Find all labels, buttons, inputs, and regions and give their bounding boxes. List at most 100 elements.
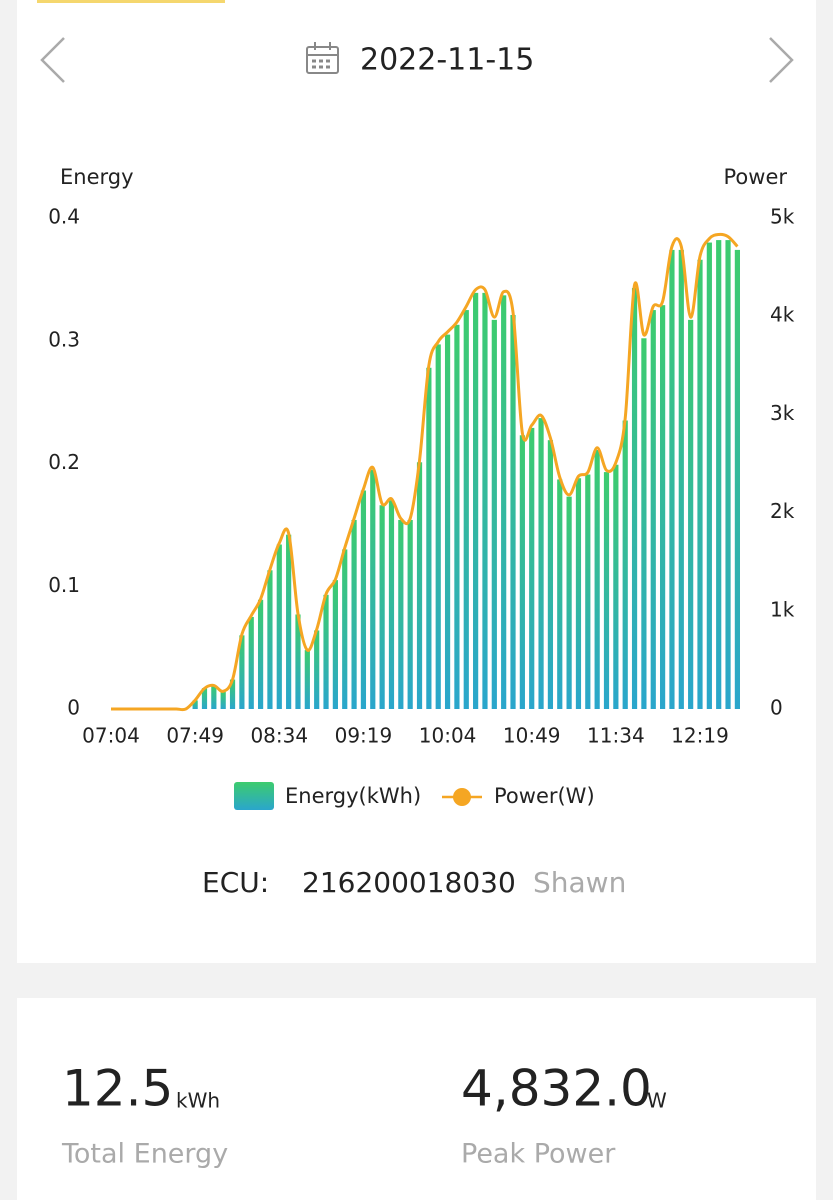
legend-swatch-dot <box>453 788 471 806</box>
bar <box>323 594 329 709</box>
bar <box>734 249 740 710</box>
bar <box>557 479 563 709</box>
bar <box>276 544 282 709</box>
bar <box>566 496 572 709</box>
bar <box>342 549 348 709</box>
bar <box>379 505 385 709</box>
bar <box>267 570 273 709</box>
bar <box>697 259 703 709</box>
bar <box>295 614 301 709</box>
y2-tick-label: 4k <box>770 303 795 327</box>
x-tick-label: 10:49 <box>503 724 561 748</box>
bar <box>669 249 675 710</box>
stat-value: 4,832.0 <box>461 1060 652 1118</box>
stat-label: Peak Power <box>461 1139 616 1170</box>
bar <box>594 449 600 709</box>
bar <box>622 420 628 709</box>
stat-label: Total Energy <box>61 1139 228 1170</box>
y2-tick-label: 1k <box>770 597 795 621</box>
bar <box>388 500 395 709</box>
bar <box>416 462 423 709</box>
bar <box>286 534 292 709</box>
bar <box>360 490 367 709</box>
bar <box>529 427 535 709</box>
ecu-id: 216200018030 <box>302 866 516 899</box>
bar <box>351 519 357 709</box>
bar <box>463 310 469 709</box>
x-tick-label: 07:49 <box>166 724 224 748</box>
bar <box>716 240 722 709</box>
bar <box>706 242 712 710</box>
bar <box>501 295 507 709</box>
bar <box>435 344 441 709</box>
bar <box>650 310 656 709</box>
legend-swatch-bar <box>234 782 274 810</box>
stat-value: 12.5 <box>62 1060 173 1118</box>
calendar-icon[interactable] <box>306 42 339 74</box>
y-tick-label: 0 <box>67 696 80 720</box>
y2-tick-label: 2k <box>770 499 795 523</box>
date[interactable]: 2022-11-15 <box>360 43 534 78</box>
bar <box>585 474 591 709</box>
bar <box>370 469 376 709</box>
y-axis-title: Energy <box>60 165 134 189</box>
bar <box>631 287 638 709</box>
bar <box>398 519 404 709</box>
x-tick-label: 10:04 <box>419 724 477 748</box>
x-tick-label: 07:04 <box>82 724 140 748</box>
y-tick-label: 0.1 <box>48 573 80 597</box>
bar <box>229 679 236 709</box>
bar <box>482 292 488 709</box>
plot: 0 0.1 0.2 0.3 0.4 0 1k 2k 3k 4k 5k 07:04 07:49 08:34 0… <box>48 205 795 748</box>
x-tick-label: 09:19 <box>335 724 393 748</box>
bar <box>211 685 217 709</box>
stat-unit: W <box>647 1089 667 1113</box>
bar <box>304 650 310 709</box>
y2-tick-label: 0 <box>770 696 783 720</box>
bar <box>407 519 413 709</box>
prev-day[interactable] <box>40 37 65 83</box>
stat-unit: kWh <box>176 1089 220 1113</box>
bar <box>603 472 610 709</box>
bar <box>201 688 208 709</box>
bar <box>444 334 451 709</box>
summary-card <box>17 998 816 1200</box>
bar <box>239 635 245 709</box>
bar <box>519 435 525 709</box>
y-tick-label: 0.3 <box>48 327 80 351</box>
bar <box>454 324 460 709</box>
next-day[interactable] <box>769 37 794 83</box>
bar <box>314 630 320 709</box>
bar <box>725 240 731 709</box>
tab-indicator <box>37 0 225 3</box>
ecu-label: ECU: <box>202 866 269 899</box>
bar <box>248 616 254 709</box>
y2-tick-label: 3k <box>770 401 795 425</box>
bar <box>688 319 694 709</box>
bar <box>257 599 264 709</box>
power-line <box>111 232 739 712</box>
ecu-name: Shawn <box>533 866 626 899</box>
bar <box>510 314 516 709</box>
bar <box>660 305 666 709</box>
bar <box>426 367 432 709</box>
bar <box>538 418 544 709</box>
y2-axis-title: Power <box>724 165 788 189</box>
bar <box>613 464 619 709</box>
y-tick-label: 0.2 <box>48 450 80 474</box>
bar <box>678 249 684 710</box>
bar <box>220 691 226 709</box>
bar <box>192 700 198 709</box>
bar <box>473 292 479 709</box>
legend-label: Power(W) <box>494 784 595 808</box>
bar <box>547 440 554 709</box>
x-tick-label: 08:34 <box>250 724 308 748</box>
bar <box>332 580 338 709</box>
x-tick-label: 12:19 <box>671 724 729 748</box>
x-tick-label: 11:34 <box>587 724 645 748</box>
y-tick-label: 0.4 <box>48 205 80 229</box>
legend-label: Energy(kWh) <box>285 784 421 808</box>
bar <box>491 319 497 709</box>
y2-tick-label: 5k <box>770 205 795 229</box>
